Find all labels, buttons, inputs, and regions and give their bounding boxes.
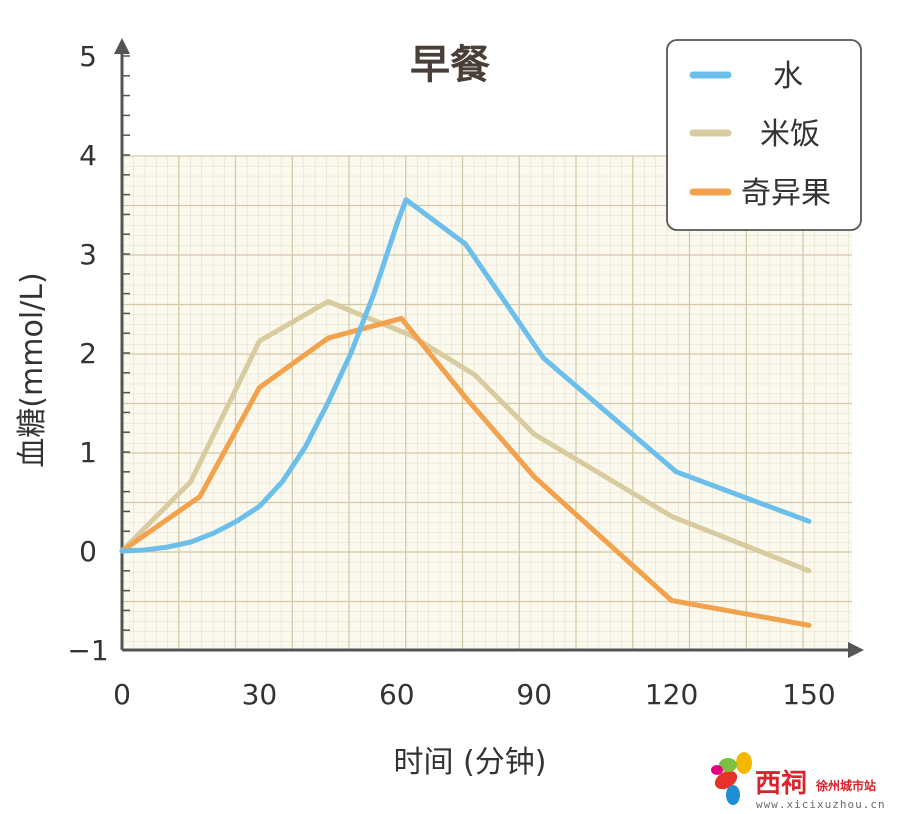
x-axis-arrow [848, 642, 864, 658]
series-line-rice [119, 299, 812, 574]
series-line-kiwi [119, 315, 812, 628]
x-tick-label: 150 [782, 678, 835, 711]
legend-label-kiwi: 奇异果 [741, 176, 831, 211]
y-tick-label: 2 [79, 337, 97, 370]
y-axis-ticks: −1 0 1 2 3 4 5 [67, 40, 108, 667]
legend: 水 米饭 奇异果 [666, 39, 862, 231]
legend-label-water: 水 [773, 59, 803, 94]
y-axis-arrow [114, 38, 130, 54]
x-tick-label: 90 [516, 678, 552, 711]
y-axis-label: 血糖(mmol/L) [15, 272, 50, 467]
watermark-brand: 西祠 [755, 769, 807, 799]
watermark-url: www.xicixuzhou.cn [756, 798, 886, 811]
y-tick-label: 3 [79, 238, 97, 271]
chart-title: 早餐 [410, 42, 490, 88]
series-line-water [119, 197, 812, 554]
x-tick-label: 0 [113, 678, 131, 711]
y-tick-label: 0 [79, 535, 97, 568]
x-axis-ticks: 0 30 60 90 120 150 [113, 678, 836, 711]
x-tick-label: 30 [242, 678, 278, 711]
y-axis-minor-ticks [122, 55, 130, 651]
y-tick-label: 1 [79, 436, 97, 469]
plot-grid-major [121, 155, 852, 650]
legend-box [666, 39, 862, 231]
x-tick-label: 60 [379, 678, 415, 711]
series-lines [119, 197, 812, 628]
watermark-tagline: 徐州城市站 [815, 778, 876, 793]
y-tick-label: 5 [79, 40, 97, 73]
watermark: 西祠 徐州城市站 www.xicixuzhou.cn [711, 752, 886, 811]
legend-label-rice: 米饭 [760, 117, 820, 152]
x-tick-label: 120 [645, 678, 698, 711]
x-axis-label: 时间 (分钟) [394, 745, 547, 780]
y-tick-label: 4 [79, 139, 97, 172]
y-tick-label: −1 [67, 634, 108, 667]
watermark-logo [711, 752, 752, 805]
